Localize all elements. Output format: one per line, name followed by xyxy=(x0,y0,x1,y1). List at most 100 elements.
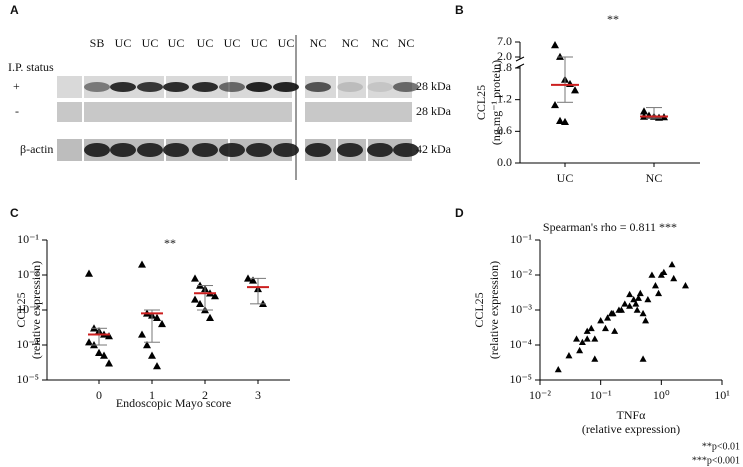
chart-title: ** xyxy=(164,236,176,250)
blot-band xyxy=(305,82,331,92)
lane-label: NC xyxy=(398,36,415,50)
data-point xyxy=(565,352,573,359)
data-point xyxy=(681,282,689,289)
data-point xyxy=(651,282,659,289)
blot-band xyxy=(273,143,299,157)
data-point xyxy=(153,362,161,370)
data-point xyxy=(211,292,219,300)
blot-band xyxy=(110,82,136,92)
data-point xyxy=(571,86,579,94)
data-point xyxy=(597,317,605,324)
data-point xyxy=(634,294,642,301)
data-point xyxy=(640,107,648,115)
blot-band xyxy=(84,82,110,92)
data-point xyxy=(206,313,214,321)
panel-label: D xyxy=(455,206,464,220)
axis-break xyxy=(515,63,525,69)
y-axis-label: CCL25 xyxy=(14,292,28,327)
data-point xyxy=(632,300,640,307)
lane-label: UC xyxy=(168,36,185,50)
row-title: I.P. status xyxy=(8,60,54,74)
blot-gap xyxy=(82,139,84,161)
data-point xyxy=(191,274,199,282)
data-point xyxy=(621,300,629,307)
footnote: **p<0.01 xyxy=(702,441,740,452)
blot-band xyxy=(137,82,163,92)
y-tick-label: 10⁻² xyxy=(17,267,39,281)
blot-band xyxy=(273,82,299,92)
blot-band xyxy=(367,82,393,92)
blot-band xyxy=(163,143,189,157)
row-label: + xyxy=(13,79,20,93)
data-point xyxy=(611,327,619,334)
y-tick-label: 10⁻⁵ xyxy=(509,372,532,386)
data-point xyxy=(660,268,668,276)
blot-band xyxy=(305,143,331,157)
axis-break xyxy=(515,56,525,62)
lane-label: UC xyxy=(251,36,268,50)
y-tick-label: 10⁻³ xyxy=(17,302,39,316)
panel-label: A xyxy=(10,3,19,17)
x-tick-label: 1 xyxy=(149,388,155,402)
x-axis-label: (relative expression) xyxy=(582,422,680,436)
size-label: 28 kDa xyxy=(416,104,452,118)
y-tick-label: 7.0 xyxy=(497,34,512,48)
data-point xyxy=(153,313,161,321)
blot-gap xyxy=(82,102,84,122)
blot-band xyxy=(367,143,393,157)
data-point xyxy=(609,309,617,317)
x-tick-label: 10¹ xyxy=(714,388,730,402)
y-tick-label: 10⁻³ xyxy=(510,302,532,316)
y-axis-label: (relative expression) xyxy=(29,261,43,359)
data-point xyxy=(100,351,108,359)
footnote: ***p<0.001 xyxy=(692,455,740,466)
data-point xyxy=(556,116,564,124)
panel-label: C xyxy=(10,206,19,220)
blot-band xyxy=(192,143,218,157)
blot-band xyxy=(163,82,189,92)
blot-strip xyxy=(57,102,292,122)
x-tick-label: 10⁻¹ xyxy=(590,388,612,402)
x-axis-label: TNFα xyxy=(617,408,647,422)
data-point xyxy=(583,335,591,342)
blot-band xyxy=(137,143,163,157)
lane-label: UC xyxy=(142,36,159,50)
data-point xyxy=(551,100,559,109)
data-point xyxy=(642,317,650,324)
lane-label: NC xyxy=(372,36,389,50)
data-point xyxy=(670,274,678,282)
data-point xyxy=(601,324,609,332)
x-tick-label: 10⁰ xyxy=(653,388,670,402)
y-tick-label: 1.8 xyxy=(497,60,512,74)
blot-band xyxy=(110,143,136,157)
data-point xyxy=(148,351,156,359)
blot-band xyxy=(219,143,245,157)
data-point xyxy=(639,355,647,362)
data-point xyxy=(158,319,166,328)
y-tick-label: 1.2 xyxy=(497,91,512,105)
x-tick-label: NC xyxy=(646,171,663,185)
lane-label: SB xyxy=(90,36,105,50)
row-label: β-actin xyxy=(20,142,53,156)
data-point xyxy=(138,330,146,338)
y-axis-label: (ng mg⁻¹ protein) xyxy=(489,60,503,145)
y-tick-label: 10⁻² xyxy=(510,267,532,281)
x-tick-label: 2 xyxy=(202,388,208,402)
lane-label: UC xyxy=(197,36,214,50)
blot-band xyxy=(337,143,363,157)
data-point xyxy=(138,260,146,268)
blot-gap xyxy=(366,76,368,98)
data-point xyxy=(576,346,584,354)
y-tick-label: 10⁻⁵ xyxy=(16,372,39,386)
x-axis-label: Endoscopic Mayo score xyxy=(116,396,231,410)
blot-gap xyxy=(336,76,338,98)
data-point xyxy=(587,324,595,332)
y-tick-label: 0.6 xyxy=(497,123,512,137)
x-tick-label: UC xyxy=(557,171,574,185)
data-point xyxy=(249,276,257,284)
data-point xyxy=(105,359,113,367)
data-point xyxy=(143,341,151,349)
data-point xyxy=(85,338,93,346)
size-label: 28 kDa xyxy=(416,79,452,93)
chart-title: Spearman's rho = 0.811 *** xyxy=(543,220,677,234)
